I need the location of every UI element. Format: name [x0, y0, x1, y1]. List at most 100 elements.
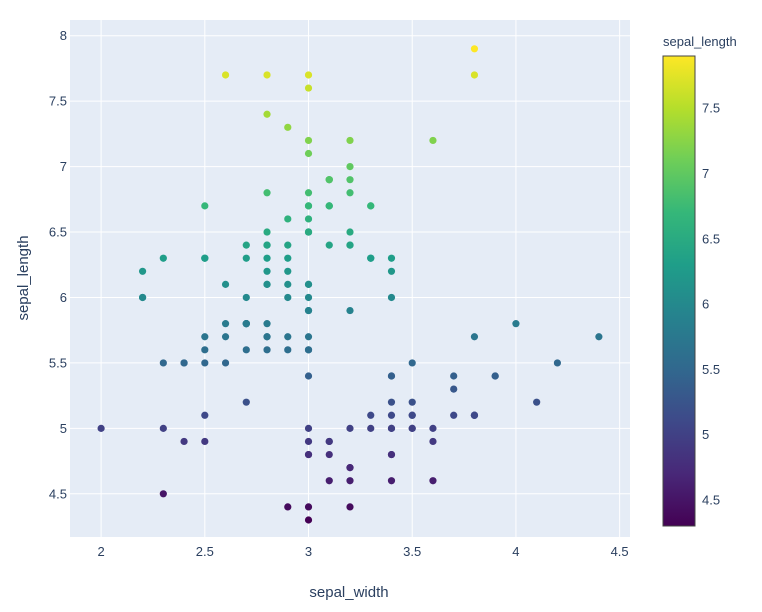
data-point	[242, 320, 250, 328]
data-point	[263, 267, 271, 275]
data-point	[242, 346, 250, 354]
data-point	[242, 293, 250, 302]
data-point	[242, 241, 250, 249]
data-point	[346, 228, 354, 236]
data-point	[450, 372, 458, 380]
data-point	[138, 267, 147, 275]
y-tick-label: 5	[60, 421, 67, 436]
data-point	[346, 477, 354, 485]
x-axis-ticks: 2 2.5 3 3.5 4 4.5	[97, 544, 628, 559]
data-point	[304, 516, 313, 524]
y-tick-label: 5.5	[49, 355, 67, 370]
y-tick-label: 7.5	[49, 94, 67, 109]
data-point	[408, 359, 416, 367]
data-point	[470, 45, 479, 53]
data-point	[180, 437, 188, 446]
data-point	[221, 280, 230, 288]
data-point	[263, 241, 271, 249]
x-tick-label: 3.5	[403, 544, 421, 559]
data-point	[429, 437, 437, 446]
data-point	[367, 254, 375, 262]
colorbar	[662, 55, 696, 527]
data-point	[284, 293, 292, 302]
colorbar-tick-label: 5	[702, 427, 709, 442]
data-point	[304, 293, 313, 302]
y-tick-label: 8	[60, 28, 67, 43]
data-point	[304, 372, 313, 380]
data-point	[284, 123, 292, 131]
data-point	[284, 280, 292, 288]
data-point	[284, 254, 292, 262]
data-point	[284, 333, 292, 341]
data-point	[470, 333, 479, 341]
data-point	[325, 450, 333, 459]
data-point	[263, 254, 271, 262]
colorbar-tick-label: 6	[702, 297, 709, 312]
data-point	[470, 71, 479, 79]
data-point	[346, 189, 354, 197]
data-point	[159, 359, 167, 367]
x-axis-title: sepal_width	[309, 584, 388, 601]
colorbar-tick-label: 5.5	[702, 362, 720, 377]
data-point	[263, 110, 271, 118]
data-point	[408, 398, 416, 406]
data-point	[346, 306, 354, 315]
x-tick-label: 2.5	[196, 544, 214, 559]
colorbar-tick-label: 6.5	[702, 231, 720, 246]
colorbar-title: sepal_length	[663, 34, 737, 49]
colorbar-tick-label: 7	[702, 166, 709, 181]
data-point	[284, 215, 292, 223]
data-point	[595, 333, 603, 341]
data-point	[304, 333, 313, 341]
data-point	[284, 241, 292, 249]
data-point	[304, 71, 313, 79]
data-point	[97, 424, 105, 432]
data-point	[138, 293, 147, 302]
data-point	[263, 333, 271, 341]
data-point	[284, 503, 292, 511]
y-tick-label: 4.5	[49, 486, 67, 501]
data-point	[221, 359, 230, 367]
colorbar-tick-label: 4.5	[702, 492, 720, 507]
data-point	[387, 411, 396, 419]
y-tick-label: 6	[60, 290, 67, 305]
data-point	[408, 424, 416, 432]
data-point	[470, 411, 479, 419]
data-point	[304, 149, 313, 158]
data-point	[325, 437, 333, 446]
colorbar-ticks: 4.5 5 5.5 6 6.5 7 7.5	[702, 101, 720, 508]
y-axis-ticks: 4.5 5 5.5 6 6.5 7 7.5 8	[49, 28, 67, 501]
x-tick-label: 4.5	[611, 544, 629, 559]
data-point	[242, 398, 250, 406]
data-point	[533, 398, 541, 406]
data-point	[367, 202, 375, 210]
data-point	[429, 424, 437, 432]
data-point	[221, 320, 230, 328]
data-point	[346, 241, 354, 249]
data-point	[387, 254, 396, 262]
data-point	[512, 320, 520, 328]
data-point	[263, 228, 271, 236]
data-point	[221, 71, 230, 79]
data-point	[304, 202, 313, 210]
data-point	[387, 293, 396, 302]
data-point	[304, 189, 313, 197]
data-points	[97, 45, 603, 524]
data-point	[346, 424, 354, 432]
data-point	[201, 346, 209, 354]
data-point	[346, 176, 354, 184]
data-point	[553, 359, 562, 367]
data-point	[346, 162, 354, 171]
y-tick-label: 6.5	[49, 225, 67, 240]
data-point	[304, 280, 313, 288]
data-point	[325, 176, 333, 184]
plot-background	[70, 20, 630, 537]
data-point	[304, 346, 313, 354]
data-point	[159, 424, 167, 432]
x-tick-label: 4	[512, 544, 519, 559]
data-point	[325, 241, 333, 249]
data-point	[263, 346, 271, 354]
data-point	[180, 359, 188, 367]
data-point	[304, 215, 313, 223]
